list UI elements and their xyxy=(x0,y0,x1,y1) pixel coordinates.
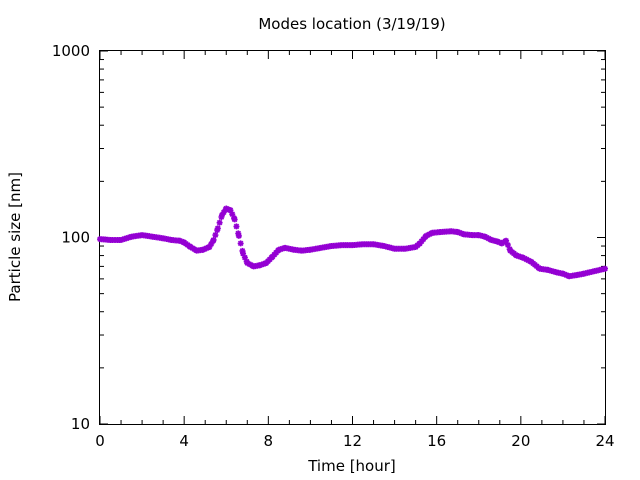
data-point xyxy=(233,223,240,230)
data-point xyxy=(229,211,236,218)
data-point xyxy=(219,212,226,219)
data-point xyxy=(237,240,244,247)
x-tick-label: 20 xyxy=(511,432,530,450)
y-tick-label: 100 xyxy=(61,229,90,247)
data-point xyxy=(214,225,221,232)
data-point xyxy=(208,240,215,247)
data-point xyxy=(240,250,247,257)
data-point xyxy=(220,209,227,216)
x-tick-label: 12 xyxy=(343,432,362,450)
y-axis: 10 100 1000 xyxy=(52,42,605,433)
x-tick-label: 8 xyxy=(264,432,274,450)
data-point xyxy=(227,207,234,214)
y-tick-label: 10 xyxy=(71,415,90,433)
chart-title: Modes location (3/19/19) xyxy=(258,15,445,33)
data-point xyxy=(504,241,511,248)
data-point xyxy=(210,236,217,243)
data-series xyxy=(97,205,608,280)
x-tick-label: 24 xyxy=(595,432,614,450)
data-point xyxy=(212,232,219,239)
x-tick-label: 0 xyxy=(95,432,105,450)
x-tick-label: 4 xyxy=(179,432,189,450)
data-point xyxy=(231,216,238,223)
data-point xyxy=(602,265,608,272)
data-point xyxy=(216,219,223,226)
x-axis: 0 4 8 12 16 20 24 xyxy=(95,51,615,450)
data-point xyxy=(503,237,510,244)
data-point xyxy=(206,243,213,250)
x-axis-label: Time [hour] xyxy=(307,457,396,475)
data-point xyxy=(235,232,242,239)
data-point xyxy=(241,254,248,261)
y-tick-label: 1000 xyxy=(52,42,90,60)
x-tick-label: 16 xyxy=(427,432,446,450)
y-axis-label: Particle size [nm] xyxy=(6,172,24,302)
